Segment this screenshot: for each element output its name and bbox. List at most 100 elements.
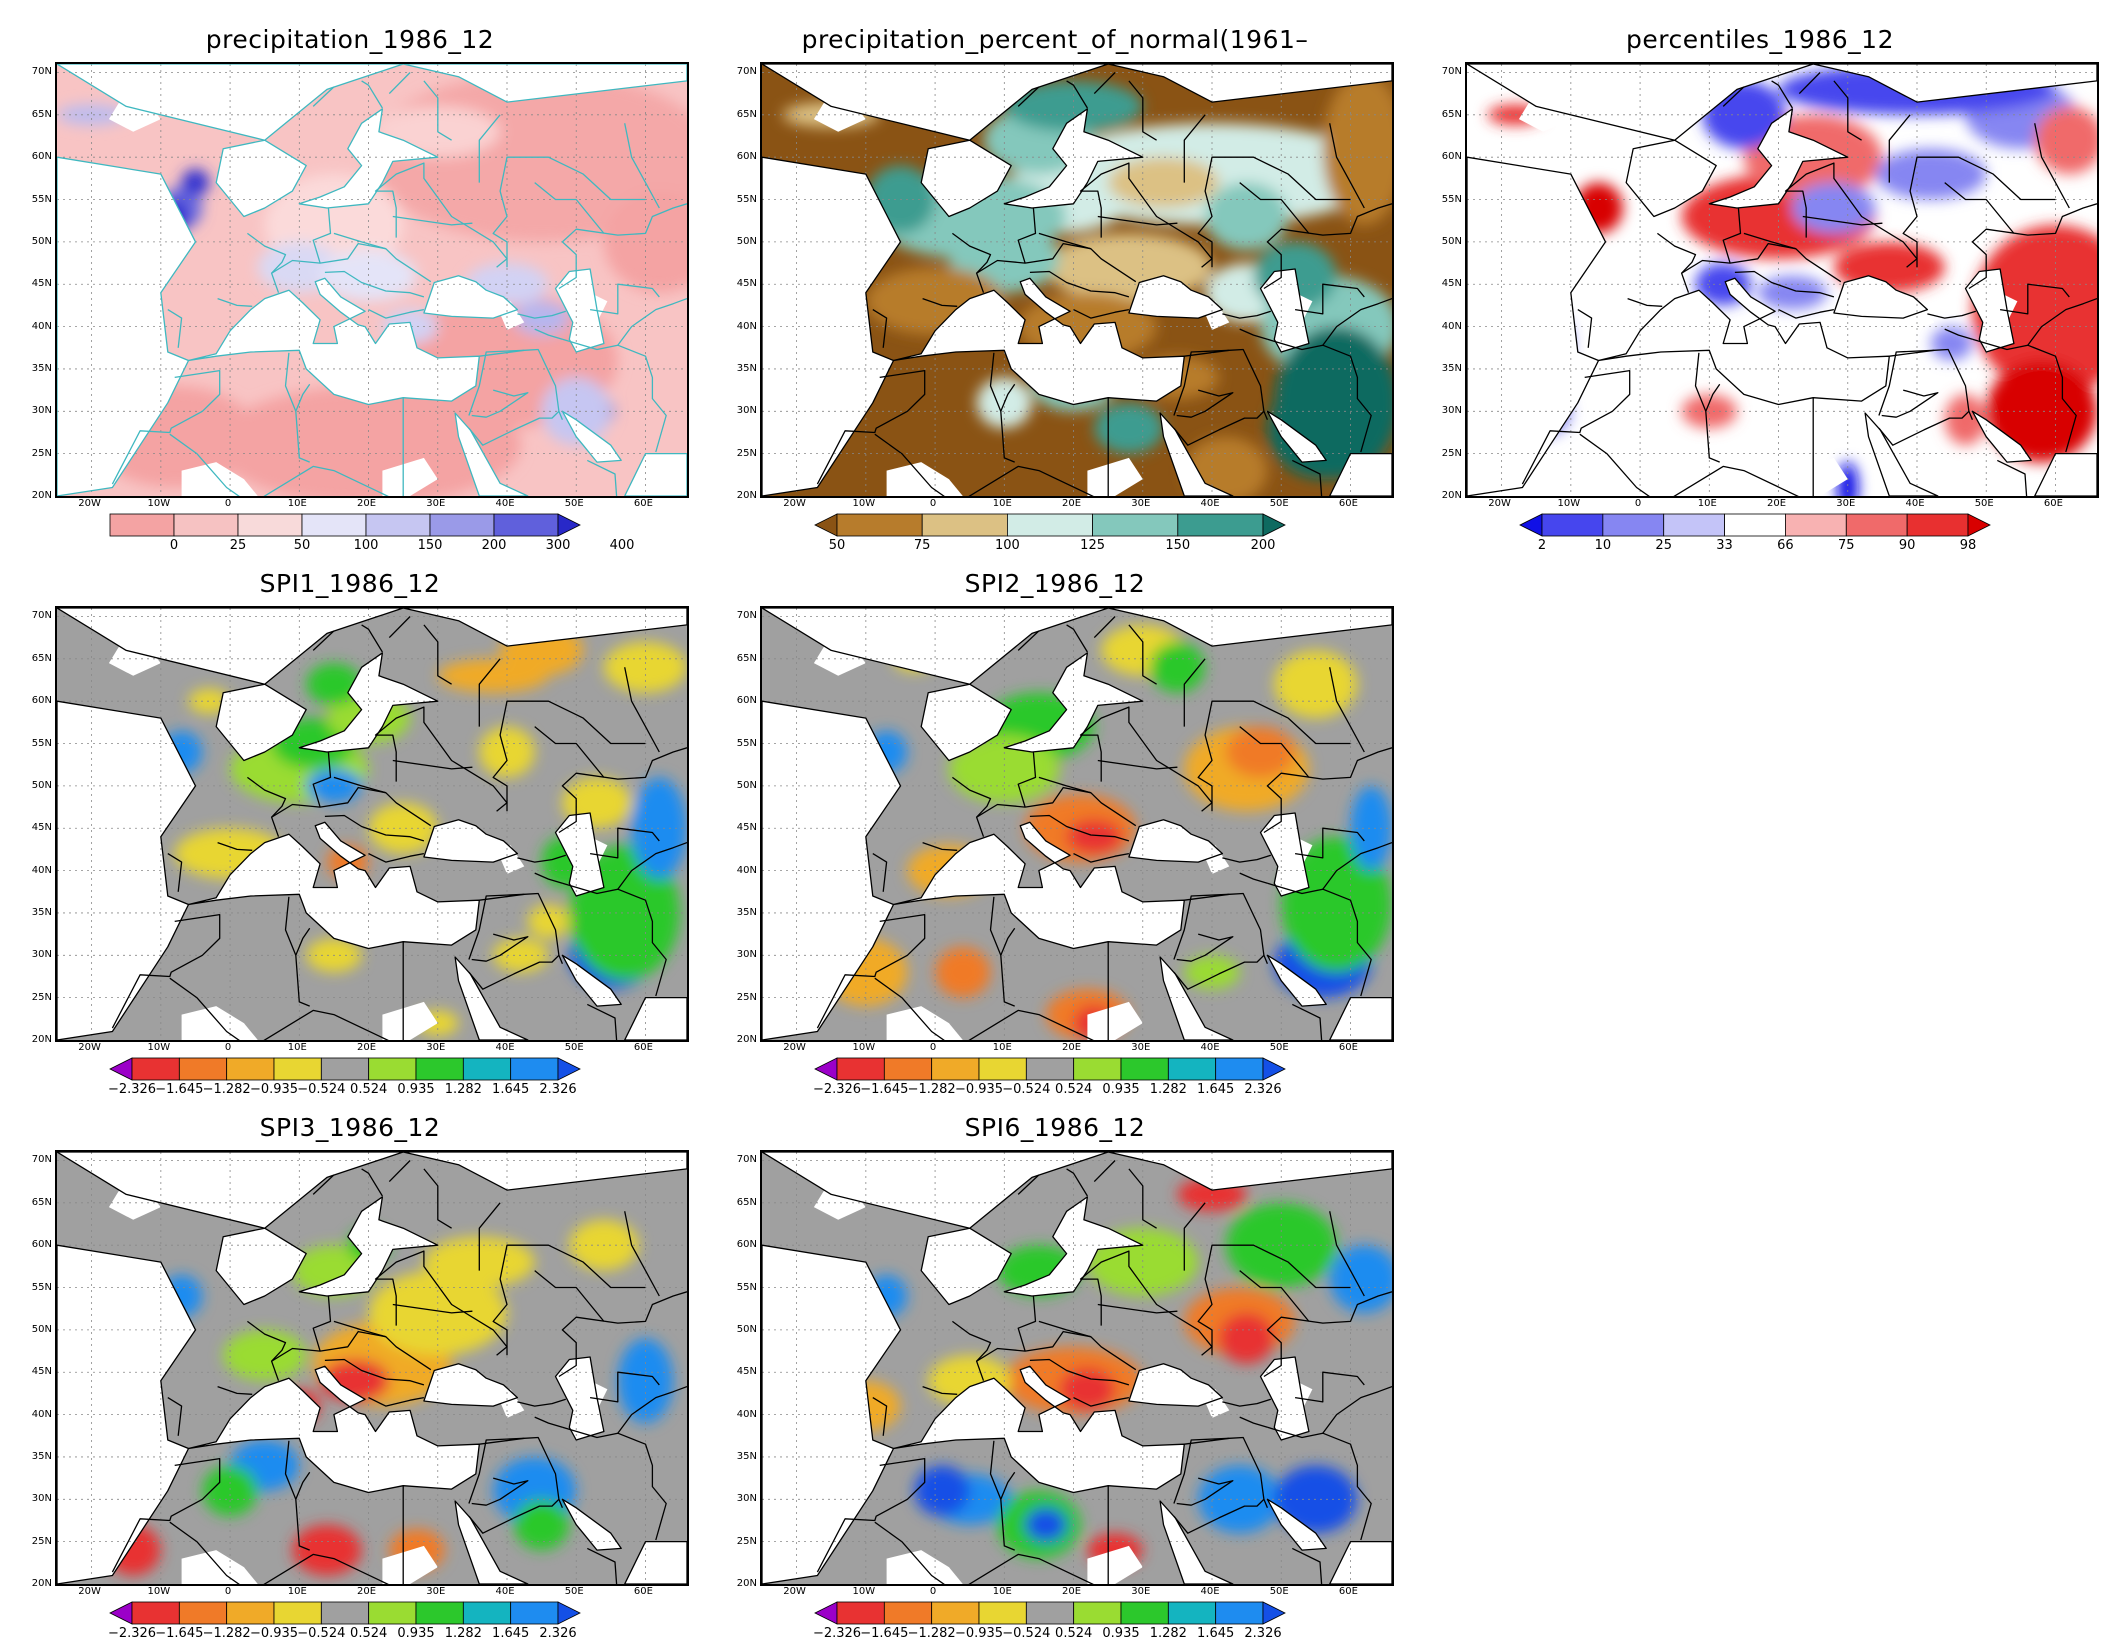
lat-tick-label: 50N [736,779,757,791]
lon-tick-label: 60E [2043,498,2063,509]
lat-tick-label: 30N [736,949,757,961]
colorbar-tick-label: 2 [1537,538,1547,553]
colorbar-right-arrow [1262,1057,1286,1081]
colorbar-tick-label: 100 [994,538,1020,553]
lat-tick-label: 25N [31,447,52,459]
colorbar-tick-label: 1.645 [492,1082,530,1097]
colorbar-tick-label: 50 [293,538,311,553]
colorbar-tick-label: −0.524 [1002,1082,1051,1097]
lat-tick-label: 70N [736,66,757,78]
lon-tick-label: 50E [1974,498,1994,509]
colorbar-tick-label: 1.282 [444,1082,482,1097]
colorbar-swatch [921,513,1008,537]
lat-tick-label: 70N [31,610,52,622]
colorbar-tick-label: −1.645 [860,1082,909,1097]
lon-tick-label: 0 [929,1042,937,1053]
lat-tick-label: 65N [31,108,52,120]
lon-tick-label: 50E [1269,1586,1289,1597]
colorbar-tick-label: 2.326 [1244,1626,1282,1641]
colorbar-swatch [836,1601,885,1625]
colorbar-tick-label: 33 [1716,538,1733,553]
colorbar-swatch [368,1601,417,1625]
lat-tick-label: 60N [736,1239,757,1251]
map-canvas [1467,64,2097,496]
colorbar-right-arrow [1967,513,1991,537]
lon-tick-label: 20E [357,498,377,509]
colorbar-swatch [237,513,303,537]
lat-tick-label: 55N [31,193,52,205]
lat-tick-label: 25N [31,1535,52,1547]
map-canvas [762,1152,1392,1584]
lat-tick-label: 60N [736,695,757,707]
lat-tick-label: 65N [736,108,757,120]
colorbar-swatch [368,1057,417,1081]
colorbar [814,1601,1286,1625]
lat-tick-label: 25N [736,447,757,459]
panel-title: SPI2_1986_12 [964,569,1146,598]
lon-tick-label: 10W [147,498,171,509]
lat-tick-label: 30N [31,405,52,417]
colorbar-swatch [320,1057,370,1081]
map-frame [55,1150,689,1586]
lon-tick-label: 40E [495,1586,515,1597]
map-panel-spi1: SPI1_1986_12 70N 65N 60N 55N 50N 45N 40N 35N 30N 2… [0,564,700,1097]
lat-tick-label: 60N [736,151,757,163]
lon-tick-label: 30E [426,1586,446,1597]
colorbar-tick-label: 50 [828,538,846,553]
lat-tick-label: 40N [736,320,757,332]
lon-tick-label: 20W [1488,498,1511,509]
lon-tick-label: 10W [852,1586,876,1597]
colorbar-tick-label: 2.326 [539,1082,577,1097]
colorbar-swatch [1541,513,1604,537]
lat-tick-label: 60N [1441,151,1462,163]
lat-tick-label: 20N [31,490,52,501]
lat-tick-label: 30N [736,1493,757,1505]
colorbar-swatch [131,1601,180,1625]
lon-tick-label: 20E [1062,1042,1082,1053]
colorbar-swatch [1092,513,1179,537]
lat-tick-label: 30N [736,405,757,417]
lon-tick-label: 20W [78,498,101,509]
colorbar-swatch [226,1057,275,1081]
colorbar-swatch [1025,1057,1075,1081]
lat-tick-label: 65N [1441,108,1462,120]
colorbar-tick-label: 125 [1080,538,1105,553]
colorbar-tick-label: 90 [1898,538,1916,553]
lon-tick-label: 10W [147,1586,171,1597]
lon-tick-label: 60E [1338,1586,1358,1597]
colorbar-swatch [173,513,239,537]
lon-tick-label: 30E [1836,498,1856,509]
map-canvas [57,64,687,496]
colorbar-swatch [883,1601,933,1625]
lon-tick-label: 0 [224,498,232,509]
lat-tick-label: 45N [31,278,52,290]
lat-tick-label: 70N [736,610,757,622]
map-frame [760,606,1394,1042]
lat-tick-label: 60N [31,1239,52,1251]
lon-tick-label: 20W [78,1586,101,1597]
colorbar-right-arrow [557,1601,581,1625]
map-canvas [57,608,687,1040]
lon-tick-label: 20E [357,1586,377,1597]
colorbar-tick-label: 300 [545,538,571,553]
colorbar-tick-label: 150 [417,538,443,553]
colorbar-swatch [510,1057,559,1081]
colorbar-swatch [429,513,495,537]
lat-tick-label: 40N [736,864,757,876]
colorbar-swatch [931,1601,980,1625]
lat-tick-label: 70N [31,66,52,78]
lon-tick-label: 10W [1557,498,1581,509]
lat-tick-label: 40N [31,864,52,876]
colorbar-tick-label: 66 [1777,538,1794,553]
colorbar-tick-label: −0.935 [249,1082,299,1097]
panel-title: SPI6_1986_12 [964,1113,1146,1142]
lat-tick-label: 35N [736,906,757,918]
lat-tick-label: 20N [736,490,757,501]
colorbar-swatch [273,1601,322,1625]
colorbar-tick-label: 100 [353,538,379,553]
colorbar-swatch [510,1601,559,1625]
colorbar-left-arrow [1519,513,1543,537]
colorbar-tick-label: 2.326 [539,1626,577,1641]
lat-tick-label: 35N [736,362,757,374]
colorbar-tick-label: −2.326 [812,1082,862,1097]
